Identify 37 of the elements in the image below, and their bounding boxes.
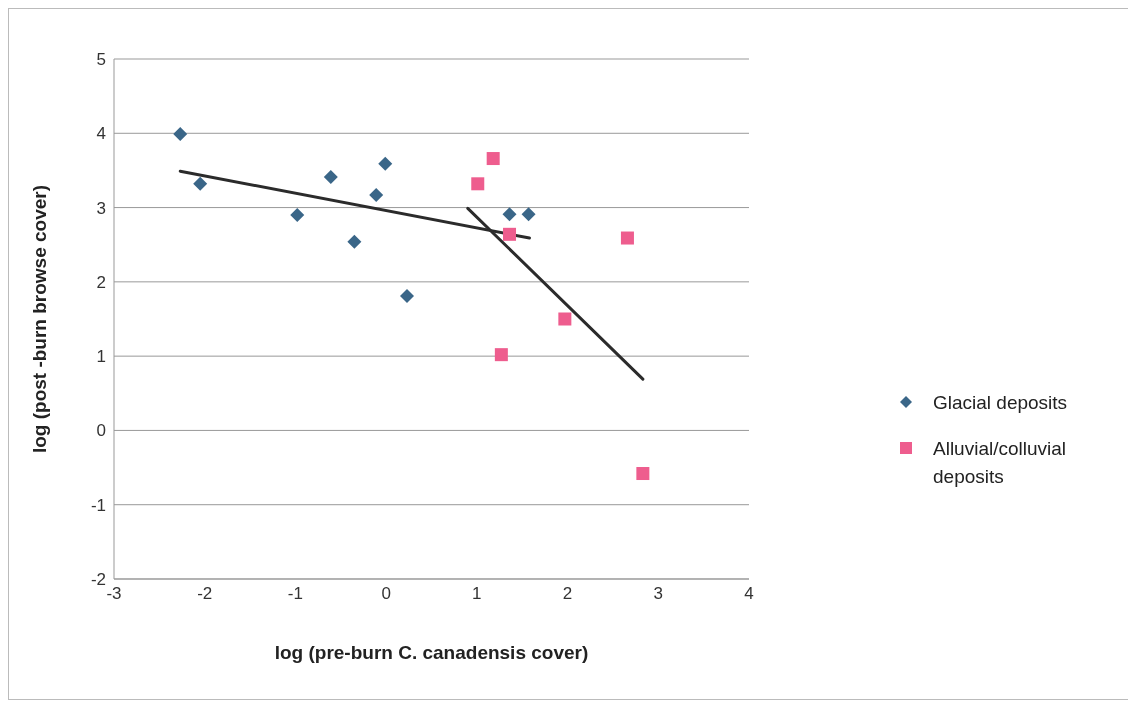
point xyxy=(347,234,362,249)
legend-label: Alluvial/colluvial deposits xyxy=(933,437,1068,489)
point xyxy=(471,177,485,191)
y-tick-label: 2 xyxy=(96,272,106,292)
x-axis-title: log (pre-burn C. canadensis cover) xyxy=(274,642,589,663)
point xyxy=(369,187,384,202)
y-tick-label: 1 xyxy=(96,347,106,367)
x-tick-label: -1 xyxy=(287,584,303,604)
point xyxy=(323,170,338,185)
y-tick-label: -2 xyxy=(90,570,106,590)
point xyxy=(173,127,188,142)
point xyxy=(636,467,650,481)
x-tick-label: 4 xyxy=(744,584,754,604)
point xyxy=(193,176,208,191)
y-tick-label: -1 xyxy=(90,495,106,515)
point xyxy=(620,231,634,245)
y-tick-label: 0 xyxy=(96,421,106,441)
point xyxy=(521,207,536,222)
y-axis-title: log (post -burn browse cover) xyxy=(28,184,50,454)
point xyxy=(502,207,517,222)
point xyxy=(486,152,500,166)
y-tick-label: 3 xyxy=(96,198,106,218)
x-tick-label: 1 xyxy=(472,584,482,604)
x-tick-label: 3 xyxy=(653,584,664,604)
point xyxy=(558,312,572,326)
y-tick-label: 5 xyxy=(96,50,106,70)
x-tick-label: -3 xyxy=(106,584,122,604)
y-tick-label: 4 xyxy=(96,124,106,144)
point xyxy=(378,156,393,171)
point xyxy=(503,227,517,241)
point xyxy=(290,208,305,222)
x-tick-label: 0 xyxy=(381,584,391,604)
point xyxy=(494,348,508,362)
x-tick-label: -2 xyxy=(197,584,213,604)
point xyxy=(400,288,415,303)
legend-label: Glacial deposits xyxy=(933,391,1068,415)
x-tick-label: 2 xyxy=(562,584,573,604)
